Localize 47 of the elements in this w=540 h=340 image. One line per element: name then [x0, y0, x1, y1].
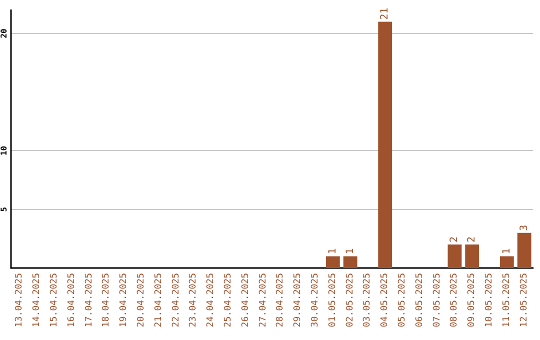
x-tick-label: 07.05.2025: [432, 273, 442, 328]
x-tick-label: 11.05.2025: [502, 273, 512, 328]
x-tick-label: 30.04.2025: [310, 273, 320, 328]
x-tick-label: 03.05.2025: [362, 273, 373, 328]
x-tick-label: 21.04.2025: [154, 273, 164, 328]
x-tick-label: 13.04.2025: [14, 273, 25, 328]
data-label: 1: [344, 248, 356, 254]
x-tick-label: 27.04.2025: [258, 273, 268, 328]
data-label: 1: [501, 248, 512, 254]
x-tick-label: 16.04.2025: [66, 273, 77, 328]
y-tick-label: 5: [0, 206, 8, 212]
x-tick-label: 02.05.2025: [345, 273, 356, 328]
x-tick-label: 19.04.2025: [119, 273, 130, 328]
bar: [517, 232, 532, 268]
bar: [343, 256, 358, 268]
x-tick-label: 05.05.2025: [398, 273, 408, 328]
x-tick-label: 24.04.2025: [206, 273, 216, 328]
x-tick-label: 10.05.2025: [484, 273, 494, 328]
x-tick-label: 23.04.2025: [188, 273, 199, 328]
data-label: 3: [518, 224, 530, 231]
bar: [465, 244, 480, 268]
data-label: 2: [466, 236, 478, 243]
x-tick-label: 04.05.2025: [380, 273, 390, 328]
data-label: 21: [380, 8, 391, 20]
y-tick-label: 10: [0, 146, 8, 156]
x-tick-label: 01.05.2025: [328, 273, 338, 328]
x-tick-label: 29.04.2025: [293, 273, 304, 328]
x-tick-label: 12.05.2025: [519, 273, 530, 328]
x-tick-label: 17.04.2025: [84, 273, 94, 328]
data-label: 2: [449, 236, 460, 243]
bar: [448, 244, 462, 268]
bar: [378, 22, 392, 268]
x-tick-label: 06.05.2025: [414, 273, 425, 328]
x-tick-label: 08.05.2025: [450, 273, 460, 328]
bar: [326, 256, 340, 268]
x-tick-label: 28.04.2025: [276, 273, 286, 328]
x-tick-label: 09.05.2025: [467, 273, 478, 328]
x-tick-label: 20.04.2025: [136, 273, 146, 328]
x-tick-label: 26.04.2025: [240, 273, 251, 328]
x-tick-label: 22.04.2025: [171, 273, 182, 328]
x-tick-label: 15.04.2025: [50, 273, 60, 328]
y-tick-label: 20: [0, 28, 8, 38]
data-label: 1: [327, 248, 338, 254]
x-tick-label: 18.04.2025: [102, 273, 112, 328]
bar: [500, 256, 514, 268]
x-tick-label: 14.04.2025: [32, 273, 42, 328]
x-tick-label: 25.04.2025: [224, 273, 234, 328]
